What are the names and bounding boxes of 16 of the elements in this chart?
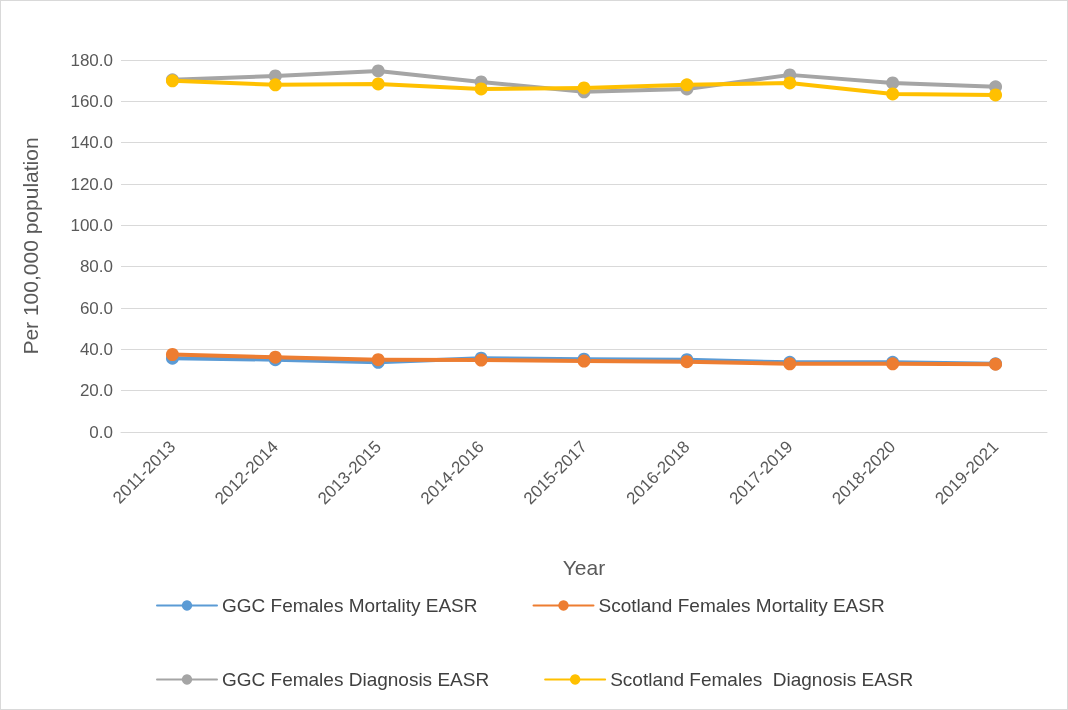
y-tick-label: 20.0 xyxy=(79,381,113,401)
y-tick-label: 80.0 xyxy=(79,257,113,277)
y-axis-title: Per 100,000 population xyxy=(19,137,42,355)
y-tick-label: 40.0 xyxy=(79,339,113,359)
y-tick-label: 100.0 xyxy=(70,215,113,235)
legend-label: Scotland Females Mortality EASR xyxy=(598,595,885,616)
y-tick-label: 180.0 xyxy=(70,50,113,70)
y-tick-label: 0.0 xyxy=(89,422,113,442)
x-axis-title: Year xyxy=(562,556,606,579)
y-tick-label: 120.0 xyxy=(70,174,113,194)
y-tick-label: 140.0 xyxy=(70,133,113,153)
legend-label: GGC Females Diagnosis EASR xyxy=(222,669,490,690)
y-tick-label: 60.0 xyxy=(79,298,113,318)
y-tick-label: 160.0 xyxy=(70,91,113,111)
legend-label: GGC Females Mortality EASR xyxy=(222,595,478,616)
legend-label: Scotland Females Diagnosis EASR xyxy=(610,669,914,690)
